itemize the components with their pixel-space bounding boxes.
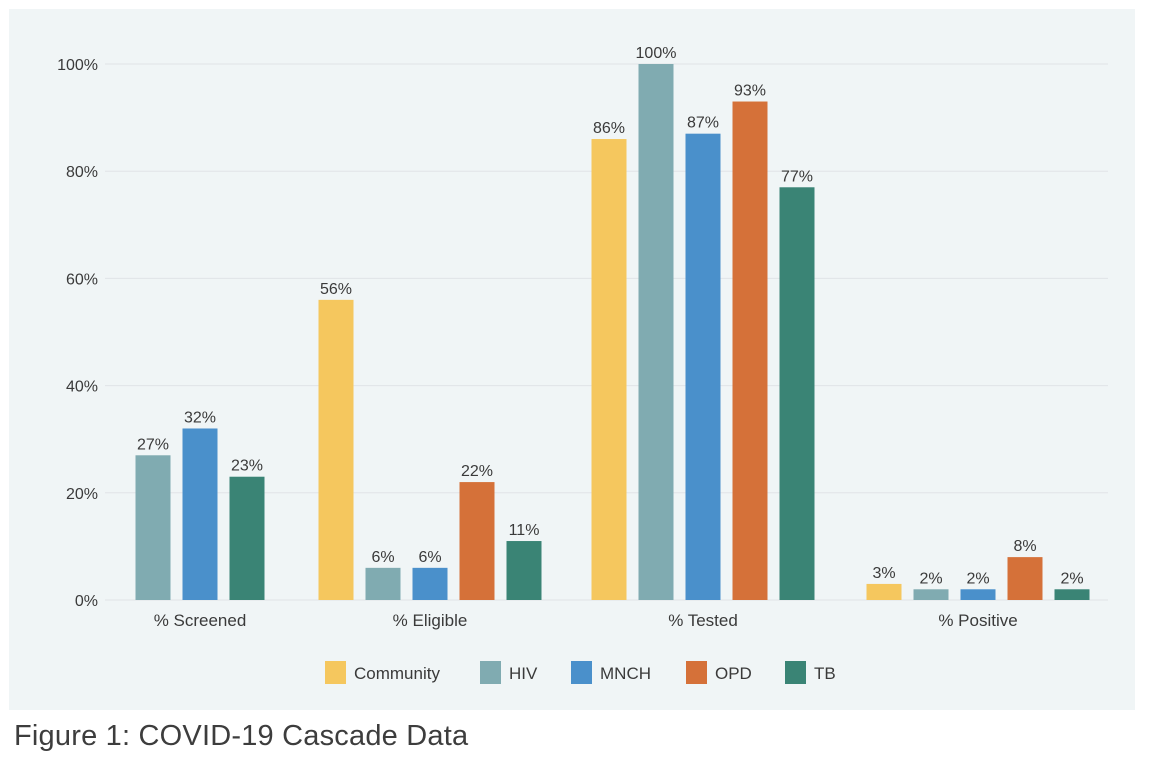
data-label: 3% (872, 565, 895, 582)
data-label: 6% (418, 549, 441, 566)
data-label: 8% (1013, 538, 1036, 555)
legend-label: OPD (715, 664, 752, 683)
data-label: 100% (636, 45, 677, 62)
legend-label: HIV (509, 664, 538, 683)
x-category-label: % Screened (154, 611, 247, 630)
y-tick-label: 0% (75, 593, 98, 610)
bar-mnch (182, 428, 218, 600)
legend-item-mnch: MNCH (571, 661, 651, 684)
y-axis: 0% 20% 40% 60% 80% 100% (57, 57, 98, 610)
y-tick-label: 40% (66, 379, 98, 396)
legend-item-opd: OPD (686, 661, 752, 684)
legend-label: MNCH (600, 664, 651, 683)
bar-tb (506, 541, 542, 600)
data-label: 32% (184, 409, 216, 426)
legend-item-community: Community (325, 661, 440, 684)
data-label: 87% (687, 115, 719, 132)
bar-community (866, 583, 902, 600)
bar-tb (229, 476, 265, 600)
bar-hiv (365, 567, 401, 600)
data-label: 6% (371, 549, 394, 566)
bar-mnch (960, 589, 996, 600)
data-label: 77% (781, 168, 813, 185)
y-tick-label: 100% (57, 57, 98, 74)
legend-label: Community (354, 664, 440, 683)
bar-tb (779, 187, 815, 600)
data-label: 56% (320, 281, 352, 298)
data-label: 93% (734, 83, 766, 100)
data-label: 27% (137, 436, 169, 453)
legend-swatch (571, 661, 592, 684)
bar-opd (1007, 557, 1043, 600)
data-label: 86% (593, 120, 625, 137)
chart-panel: 0% 20% 40% 60% 80% 100% 27% 32% 23% 56% 6% 6% 22% 11… (9, 9, 1135, 710)
legend-swatch (785, 661, 806, 684)
bar-community (318, 299, 354, 600)
bar-mnch (685, 133, 721, 600)
bar-opd (459, 482, 495, 600)
data-label: 11% (509, 522, 540, 539)
x-axis: % Screened % Eligible % Tested % Positive (154, 611, 1018, 630)
bars: 27% 32% 23% 56% 6% 6% 22% 11% 86% 100% 87% 93% 77% 3%… (135, 45, 1090, 601)
bar-opd (732, 101, 768, 601)
bar-hiv (638, 64, 674, 600)
y-tick-label: 80% (66, 164, 98, 181)
bar-hiv (913, 589, 949, 600)
bar-tb (1054, 589, 1090, 600)
bar-hiv (135, 455, 171, 600)
figure-caption: Figure 1: COVID-19 Cascade Data (14, 720, 469, 752)
data-label: 22% (461, 463, 493, 480)
legend-swatch (480, 661, 501, 684)
x-category-label: % Positive (938, 611, 1017, 630)
data-label: 2% (966, 570, 989, 587)
data-label: 23% (231, 458, 263, 475)
bar-mnch (412, 567, 448, 600)
legend-swatch (325, 661, 346, 684)
bar-chart: 0% 20% 40% 60% 80% 100% 27% 32% 23% 56% 6% 6% 22% 11… (57, 45, 1108, 684)
legend: Community HIV MNCH OPD TB (325, 661, 836, 684)
y-tick-label: 20% (66, 486, 98, 503)
legend-label: TB (814, 664, 836, 683)
x-category-label: % Tested (668, 611, 738, 630)
legend-item-tb: TB (785, 661, 836, 684)
legend-item-hiv: HIV (480, 661, 538, 684)
data-label: 2% (1060, 570, 1083, 587)
bar-community (591, 139, 627, 601)
y-tick-label: 60% (66, 271, 98, 288)
legend-swatch (686, 661, 707, 684)
data-label: 2% (919, 570, 942, 587)
x-category-label: % Eligible (393, 611, 468, 630)
